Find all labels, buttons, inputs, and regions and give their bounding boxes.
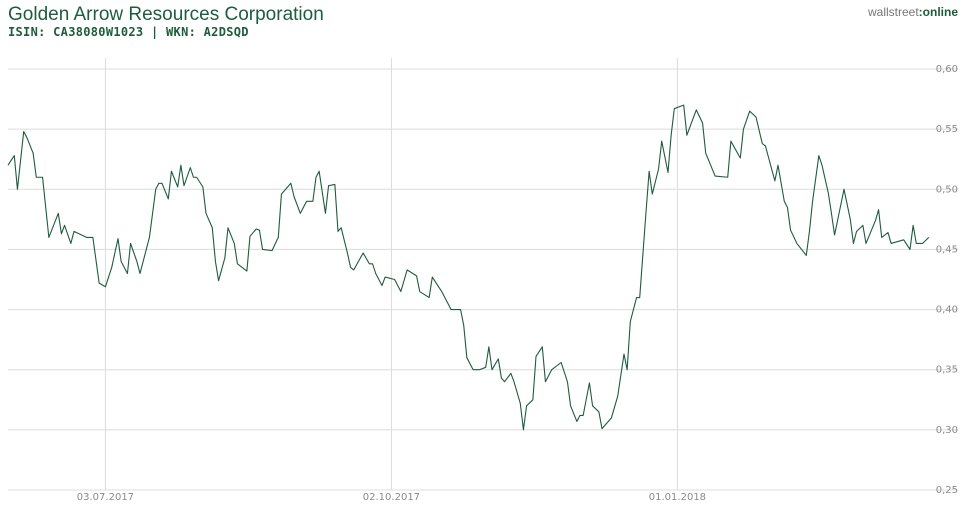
y-tick-label: 0,55 [936, 124, 958, 135]
logo-part: wallstreet [867, 5, 919, 19]
x-tick-label: 02.10.2017 [363, 492, 420, 503]
y-tick-label: 0,60 [936, 64, 958, 75]
y-tick-label: 0,35 [936, 365, 958, 376]
y-tick-label: 0,40 [936, 305, 958, 316]
y-tick-label: 0,25 [936, 485, 958, 496]
x-tick-label: 03.07.2017 [77, 492, 134, 503]
chart-subtitle: ISIN: CA38080W1023 | WKN: A2DSQD [8, 25, 249, 39]
y-tick-label: 0,45 [936, 244, 958, 255]
logo: wallstreet:online [867, 5, 958, 19]
x-tick-label: 01.01.2018 [649, 492, 706, 503]
logo-part: :online [919, 5, 959, 19]
y-tick-label: 0,50 [936, 184, 958, 195]
price-line [7, 104, 930, 431]
chart-title: Golden Arrow Resources Corporation [8, 4, 324, 25]
y-tick-label: 0,30 [936, 425, 958, 436]
